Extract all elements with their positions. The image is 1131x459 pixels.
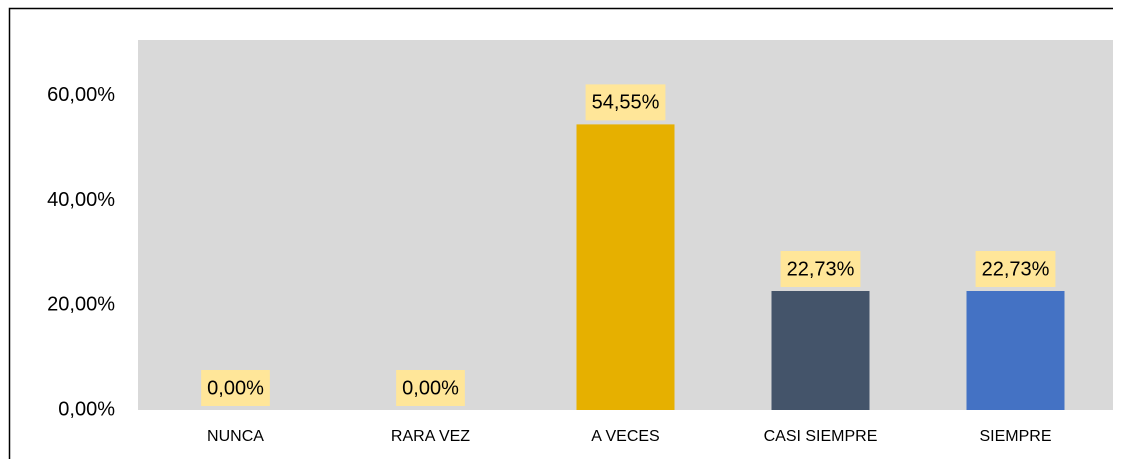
x-tick-label: RARA VEZ [391,428,470,445]
bar [771,290,870,410]
data-label-bg [201,370,270,406]
frame [8,7,1113,459]
x-tick-label: SIEMPRE [979,428,1051,445]
data-label: 0,00% [402,377,459,399]
data-label-bg [396,370,465,406]
data-label: 22,73% [982,258,1050,280]
data-label: 0,00% [207,377,264,399]
data-label-bg [780,250,861,287]
y-tick-label: 20,00% [47,294,115,316]
bar [576,124,675,410]
x-tick-label: A VECES [591,428,659,445]
y-tick-label: 60,00% [47,84,115,106]
data-label: 22,73% [787,258,855,280]
x-tick-label: NUNCA [207,428,264,445]
data-label-bg [975,250,1056,287]
x-tick-label: CASI SIEMPRE [764,428,878,445]
bar [966,290,1065,410]
y-tick-label: 0,00% [58,398,115,420]
y-tick-label: 40,00% [47,189,115,211]
data-label-bg [585,84,666,121]
data-label: 54,55% [592,92,660,114]
